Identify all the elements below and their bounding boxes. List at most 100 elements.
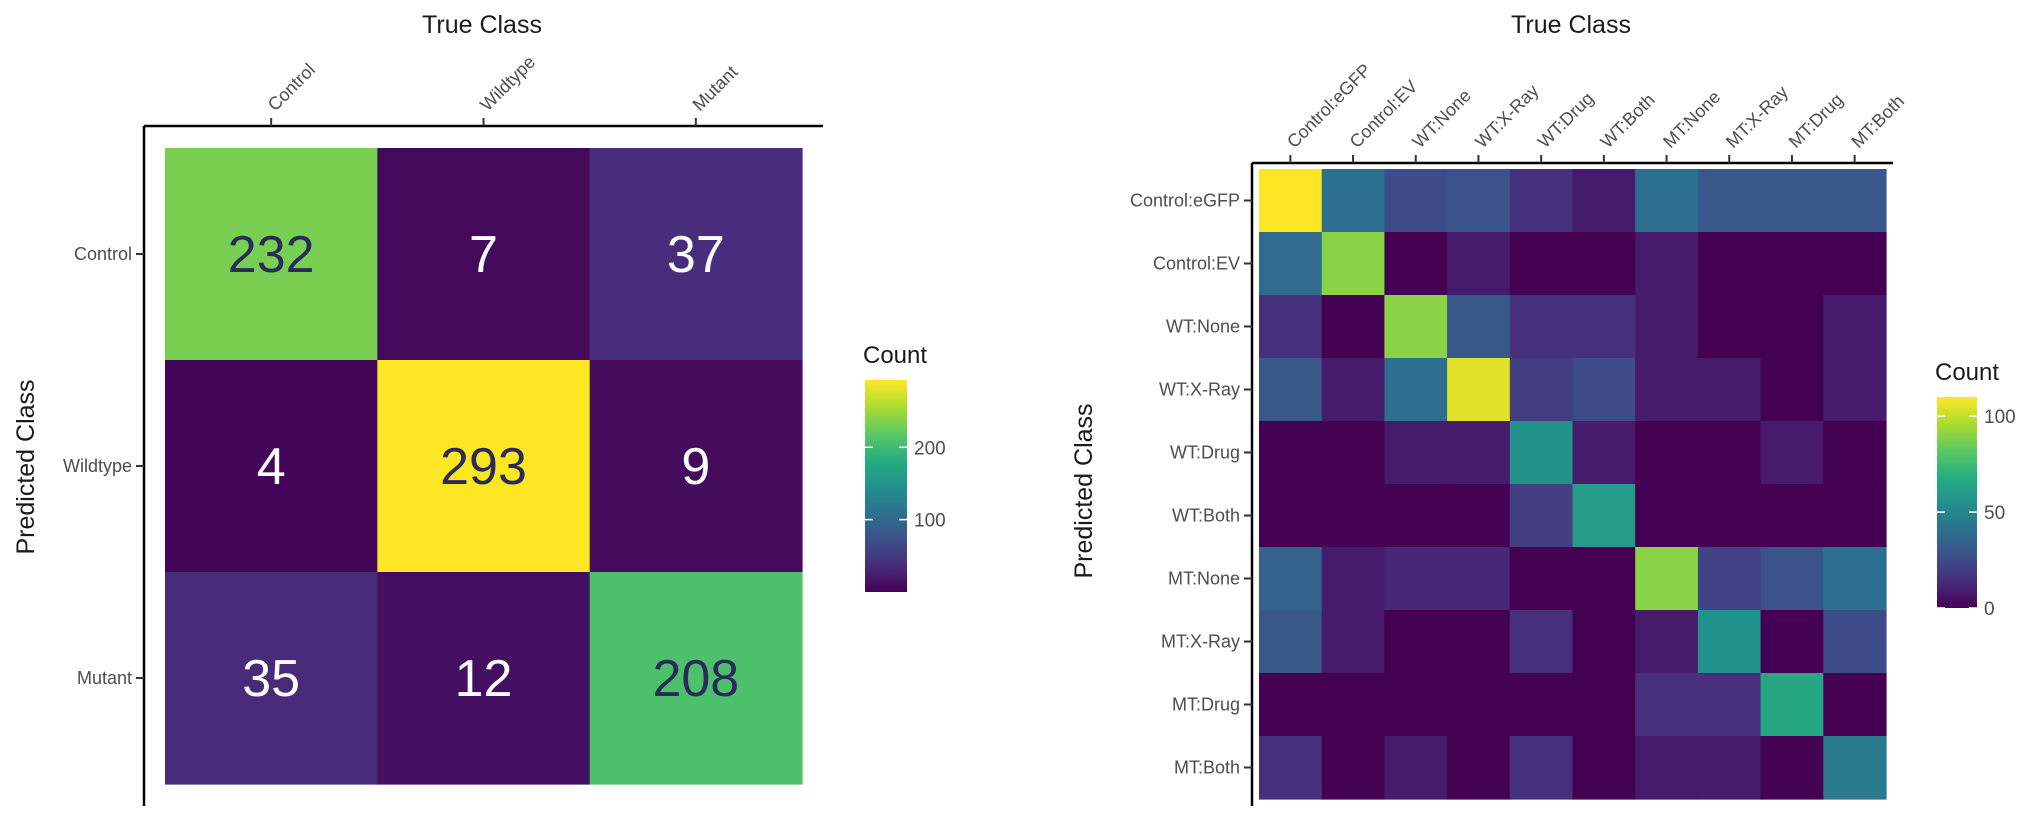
heatmap-cell (1635, 358, 1699, 422)
heatmap-cell (1572, 736, 1636, 800)
heatmap-cell (1697, 421, 1762, 485)
chart2-colorbar (1937, 397, 1977, 608)
heatmap-cell (1447, 736, 1511, 800)
x-tick-label: WT:Drug (1534, 88, 1598, 152)
chart1-y-axis-title: Predicted Class (12, 379, 40, 554)
heatmap-cell (1447, 295, 1511, 359)
heatmap-cell (1823, 610, 1887, 674)
chart1-legend-title: Count (863, 342, 927, 369)
heatmap-cell (165, 148, 378, 361)
heatmap-cell (1384, 547, 1448, 611)
heatmap-cell (1321, 421, 1385, 485)
x-tick-label: MT:X-Ray (1722, 82, 1792, 152)
heatmap-cell (1509, 484, 1574, 548)
cell-value-label: 12 (455, 650, 513, 708)
x-tick-label: Wildtype (476, 52, 539, 115)
heatmap-cell (1447, 169, 1511, 233)
heatmap-cell (1447, 673, 1511, 737)
heatmap-cell (1509, 295, 1574, 359)
heatmap-cell (589, 148, 803, 361)
heatmap-cell (1384, 610, 1448, 674)
heatmap-cell (1760, 673, 1824, 737)
heatmap-cell (1509, 169, 1574, 233)
heatmap-cell (1760, 484, 1824, 548)
heatmap-cell (1635, 736, 1699, 800)
heatmap-cell (1572, 421, 1636, 485)
cell-value-label: 35 (242, 650, 300, 708)
heatmap-cell (1635, 421, 1699, 485)
y-tick-label: WT:X-Ray (1159, 380, 1240, 400)
y-tick-label: MT:X-Ray (1161, 632, 1240, 652)
heatmap-cell (1321, 673, 1385, 737)
heatmap-cell (1572, 610, 1636, 674)
heatmap-cell (1321, 295, 1385, 359)
heatmap-cell (1384, 673, 1448, 737)
heatmap-cell (1321, 358, 1385, 422)
heatmap-cell (1635, 295, 1699, 359)
heatmap-cell (1572, 358, 1636, 422)
heatmap-cell (1447, 358, 1511, 422)
heatmap-cell (1823, 358, 1887, 422)
chart2-x-axis-title: True Class (1511, 11, 1631, 39)
chart2-y-axis-title: Predicted Class (1070, 403, 1098, 578)
y-tick-label: MT:Both (1174, 758, 1240, 778)
colorbar-tick-label: 0 (1984, 599, 1995, 620)
heatmap-cell (1447, 547, 1511, 611)
x-tick-label: WT:Both (1597, 90, 1659, 152)
heatmap-cell (1447, 232, 1511, 296)
heatmap-cell (1384, 736, 1448, 800)
heatmap-cell (377, 360, 591, 573)
heatmap-cell (1572, 673, 1636, 737)
y-tick-label: MT:Drug (1172, 695, 1240, 715)
heatmap-cell (1572, 484, 1636, 548)
heatmap-cell (1509, 232, 1574, 296)
heatmap-cell (1321, 610, 1385, 674)
heatmap-cell (377, 148, 591, 361)
heatmap-cell (1259, 169, 1323, 233)
heatmap-cell (1823, 232, 1887, 296)
heatmap-cell (1823, 736, 1887, 800)
heatmap-cell (1760, 295, 1824, 359)
heatmap-cell (1509, 547, 1574, 611)
three-class-confusion-matrix: True Class Predicted Class 232 7 37 4 293 9 35… (12, 11, 946, 806)
y-tick-label: Wildtype (63, 456, 132, 476)
heatmap-cell (1384, 421, 1448, 485)
cell-value-label: 7 (469, 226, 498, 284)
heatmap-cell (165, 572, 378, 785)
heatmap-cell (1259, 421, 1323, 485)
y-tick-label: Mutant (77, 668, 132, 688)
heatmap-cell (1259, 736, 1323, 800)
heatmap-cell (1823, 673, 1887, 737)
heatmap-cell (1384, 358, 1448, 422)
cell-value-label: 208 (652, 650, 739, 708)
heatmap-cell (1384, 484, 1448, 548)
heatmap-cell (1760, 610, 1824, 674)
heatmap-cell (1321, 232, 1385, 296)
heatmap-cell (1823, 169, 1887, 233)
heatmap-cell (165, 360, 378, 573)
heatmap-cell (1697, 295, 1762, 359)
heatmap-cell (1572, 547, 1636, 611)
heatmap-cell (1447, 421, 1511, 485)
heatmap-cell (589, 360, 803, 573)
heatmap-cell (1572, 295, 1636, 359)
heatmap-cell (1259, 295, 1323, 359)
heatmap-cell (1823, 484, 1887, 548)
heatmap-cell (1384, 169, 1448, 233)
y-tick-label: WT:Drug (1170, 443, 1240, 463)
heatmap-cell (1635, 673, 1699, 737)
cell-value-label: 37 (667, 226, 725, 284)
heatmap-cell (1823, 295, 1887, 359)
ten-class-confusion-matrix: True Class Predicted Class Control:eGFP C… (1070, 11, 2016, 806)
heatmap-cell (1384, 295, 1448, 359)
x-tick-label: WT:X-Ray (1471, 80, 1542, 151)
heatmap-cell (1697, 484, 1762, 548)
heatmap-cell (1259, 358, 1323, 422)
x-tick-label: MT:Both (1847, 91, 1908, 152)
x-tick-label: MT:Drug (1785, 90, 1847, 152)
heatmap-cell (1760, 547, 1824, 611)
heatmap-cell (1384, 232, 1448, 296)
heatmap-cell (1635, 169, 1699, 233)
y-tick-label: WT:Both (1172, 506, 1240, 526)
